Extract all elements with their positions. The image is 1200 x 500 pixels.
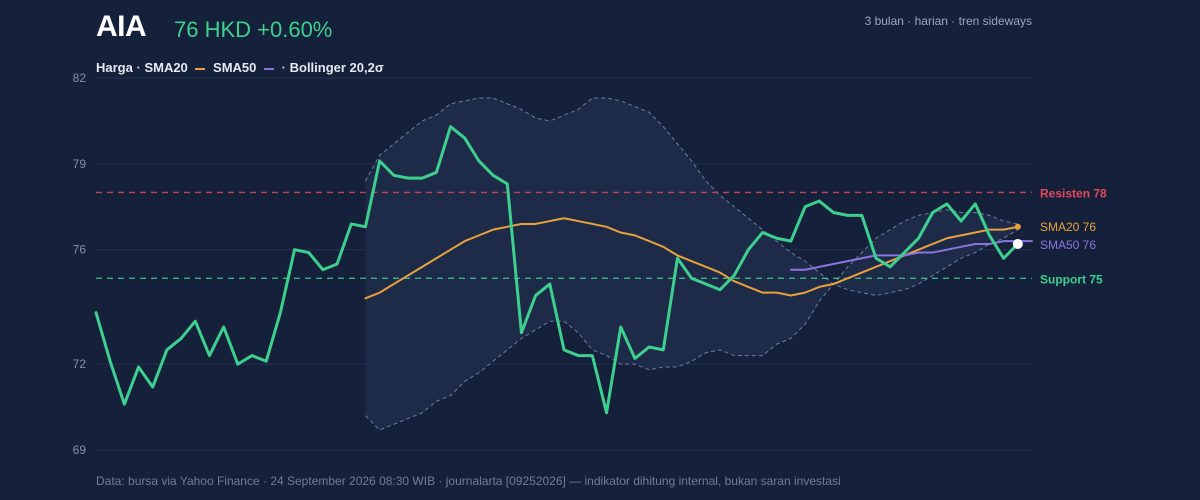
bollinger-band [365,97,1019,431]
bollinger-upper [365,97,1019,296]
y-tick-label: 69 [73,443,87,457]
support-label: Support 75 [1040,272,1103,286]
legend-sma20: SMA20 [144,60,188,75]
price-line [94,125,1020,415]
chart-labels: Resisten 78 Support 75 SMA20 76 SMA50 76 [1040,186,1107,286]
reference-lines [96,191,1032,279]
chart-legend: Harga · SMA20 SMA50 · Bollinger 20,2σ [96,60,384,75]
bollinger-fill [365,98,1018,430]
footer-source: Data: bursa via Yahoo Finance · 24 Septe… [96,474,841,488]
sma20-end-dot [1014,223,1021,230]
y-tick-label: 82 [73,71,87,85]
legend-sma20-swatch [195,67,206,70]
sma50-end-label: SMA50 76 [1040,238,1096,252]
sma20-end-label: SMA20 76 [1040,220,1096,234]
y-tick-label: 72 [73,357,87,371]
legend-separator: · [136,60,145,75]
chart-series [94,125,1033,415]
price-change: 76 HKD +0.60% [174,17,333,42]
y-tick-label: 76 [73,243,87,257]
price-end-dot [1012,238,1023,249]
legend-bollinger: Bollinger 20,2σ [289,60,384,75]
legend-separator: · [281,60,290,75]
chart-meta: 3 bulan · harian · tren sideways [864,14,1032,28]
y-tick-label: 79 [73,157,87,171]
legend-sma50: SMA50 [213,60,257,75]
legend-sma50-swatch [264,67,275,70]
sma50-line [789,240,1033,271]
legend-price: Harga [96,60,133,75]
ticker-symbol: AIA [96,10,147,43]
resistance-label: Resisten 78 [1040,186,1107,200]
